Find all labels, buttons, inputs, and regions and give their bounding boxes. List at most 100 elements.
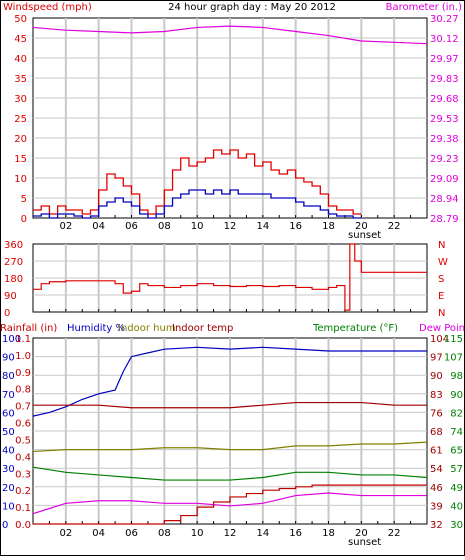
direction-tick-label: 0 [4,308,10,319]
humidity-tick-label: 90 [2,353,15,364]
rainfall-tick-label: 0.3 [15,469,31,480]
direction-tick-label: 180 [4,274,23,285]
temp-x-tick-label: 10 [191,528,204,539]
humidity-tick-label: 10 [2,501,15,512]
barometer-tick-label: 29.09 [430,174,459,185]
temp-tick-label-b: 74 [450,427,463,438]
humidity-tick-label: 30 [2,464,15,475]
temp-x-tick-label: 04 [92,528,105,539]
barometer-tick-label: 29.53 [430,114,459,125]
windspeed-tick-label: 25 [14,114,27,125]
temp-x-tick-label: 14 [256,528,269,539]
indoor-hum-axis-label: Indoor hum [118,323,176,334]
compass-tick-label: W [438,257,448,268]
temp-tick-label-a: 97 [430,353,443,364]
temp-tick-label-a: 76 [430,408,443,419]
barometer-tick-label: 28.79 [430,214,459,225]
chart-title: 24 hour graph day : May 20 2012 [168,2,336,13]
barometer-tick-label: 29.68 [430,94,459,105]
rainfall-tick-label: 1.0 [15,351,31,362]
windspeed-tick-label: 40 [14,54,27,65]
temp-tick-label-a: 61 [430,446,443,457]
windspeed-tick-label: 35 [14,74,27,85]
temp-sunset-label: sunset [348,537,381,548]
humidity-tick-label: 70 [2,390,15,401]
temp-tick-label-b: 49 [450,483,463,494]
wind-x-tick-label: 22 [388,221,401,232]
temperature-series-line [32,466,428,481]
wind-x-tick-label: 08 [158,221,171,232]
temp-tick-label-b: 30 [450,520,463,531]
indoor_temp-series-line [33,401,427,409]
wind-x-tick-label: 10 [191,221,204,232]
direction-tick-label: 90 [4,291,17,302]
temp-x-tick-label: 02 [59,528,72,539]
dew-point-axis-label: Dew Point [419,323,465,334]
temp-tick-label-b: 107 [444,353,463,364]
windspeed-tick-label: 50 [14,14,27,25]
temp-x-tick-label: 06 [125,528,138,539]
humidity-tick-label: 40 [2,446,15,457]
barometer-tick-label: 30.27 [430,14,459,25]
temp-tick-label-b: 90 [450,390,463,401]
rainfall-tick-label: 0.9 [15,368,31,379]
temp-tick-label-a: 32 [430,520,443,531]
temp-x-tick-label: 22 [388,528,401,539]
windspeed-tick-label: 20 [14,134,27,145]
compass-tick-label: S [438,274,444,285]
humidity-tick-label: 60 [2,408,15,419]
rainfall-tick-label: 0.0 [15,520,31,531]
wind-x-tick-label: 16 [289,221,302,232]
rainfall-tick-label: 0.4 [15,452,31,463]
windspeed-tick-label: 45 [14,34,27,45]
temp-tick-label-b: 82 [450,408,463,419]
temp-tick-label-a: 83 [430,390,443,401]
wind-x-tick-label: 02 [59,221,72,232]
direction-tick-label: 270 [4,257,23,268]
rainfall-tick-label: 0.6 [15,419,31,430]
barometer-axis-label: Barometer (in.) [386,2,462,13]
wind-sunset-label: sunset [348,230,381,241]
humidity-tick-label: 100 [2,334,21,345]
temp-x-tick-label: 12 [224,528,237,539]
barometer-tick-label: 28.94 [430,194,459,205]
temp-tick-label-b: 115 [444,334,463,345]
temp-tick-label-b: 57 [450,464,463,475]
temp-x-tick-label: 16 [289,528,302,539]
temp-tick-label-b: 40 [450,501,463,512]
barometer-tick-label: 29.23 [430,154,459,165]
humidity-axis-label: Humidity % [67,323,125,334]
barometer-tick-label: 30.12 [430,34,459,45]
baro-series-line [32,25,428,45]
temp-tick-label-a: 54 [430,464,443,475]
rainfall-tick-label: 0.5 [15,435,31,446]
windspeed-axis-label: Windspeed (mph) [3,2,92,13]
temp-tick-label-a: 46 [430,483,443,494]
rainfall-axis-label: Rainfall (in) [0,323,57,334]
wind-x-tick-label: 04 [92,221,105,232]
compass-tick-label: E [438,291,444,302]
barometer-tick-label: 29.97 [430,54,459,65]
indoor_hum-series-line [32,441,428,453]
temp-tick-label-b: 65 [450,446,463,457]
temperature-axis-label: Temperature (°F) [312,323,398,334]
barometer-tick-label: 29.38 [430,134,459,145]
rainfall-tick-label: 0.7 [15,402,31,413]
humidity-tick-label: 80 [2,371,15,382]
temp-x-tick-label: 18 [322,528,335,539]
rainfall-tick-label: 1.1 [15,334,31,345]
wind-x-tick-label: 12 [224,221,237,232]
wind-x-tick-label: 06 [125,221,138,232]
compass-tick-label: N [438,240,445,251]
windspeed-tick-label: 30 [14,94,27,105]
direction-series-line [33,243,427,311]
direction-tick-label: 360 [4,240,23,251]
windspeed-tick-label: 0 [21,214,27,225]
compass-tick-label: N [438,308,445,319]
temp-tick-label-b: 98 [450,371,463,382]
rain-series-line [33,484,427,525]
temp-tick-label-a: 90 [430,371,443,382]
humidity-series-line [32,346,427,417]
